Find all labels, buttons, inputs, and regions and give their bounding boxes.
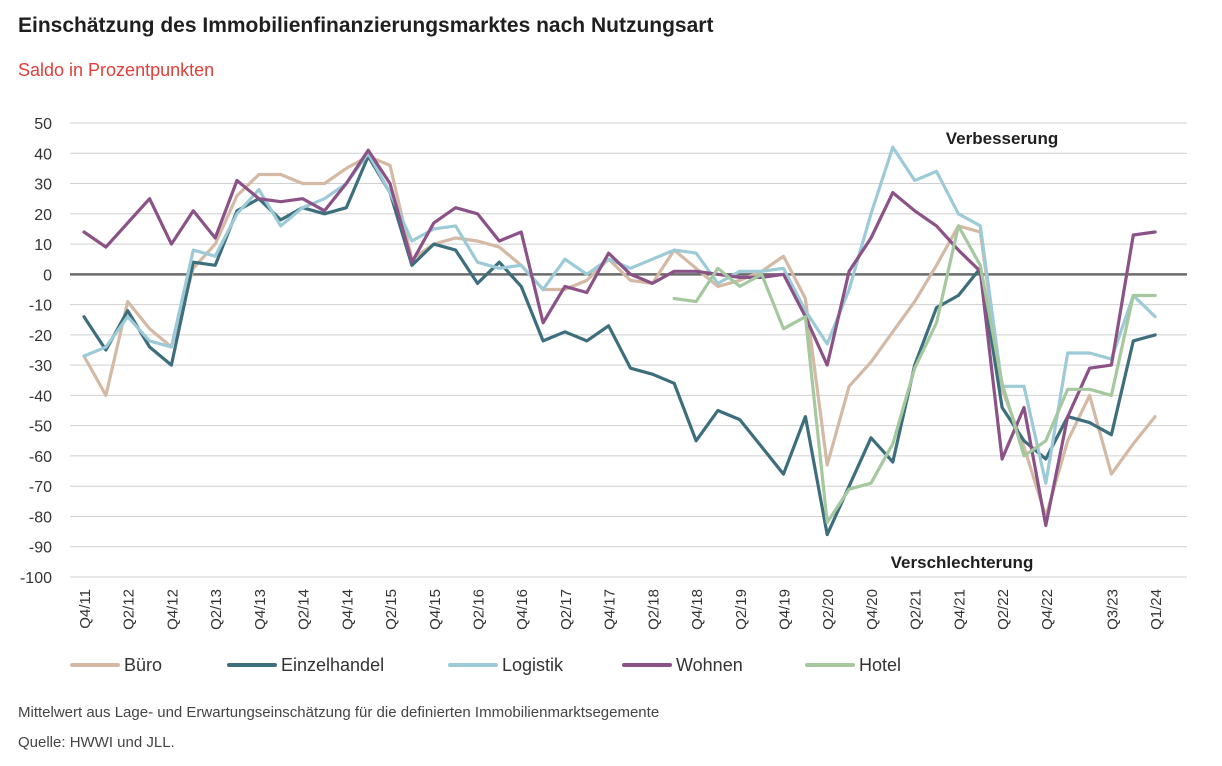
x-tick-label: Q1/24 — [1148, 589, 1165, 630]
x-tick-label: Q4/14 — [339, 589, 356, 630]
y-tick-label: 10 — [34, 237, 52, 254]
annotation-verschlechterung: Verschlechterung — [891, 553, 1034, 572]
legend-swatch — [70, 663, 120, 667]
y-tick-label: 20 — [34, 207, 52, 224]
chart-legend: Büro Einzelhandel Logistik Wohnen Hotel — [70, 652, 1170, 678]
legend-label: Wohnen — [676, 654, 743, 675]
x-tick-label: Q2/16 — [470, 589, 487, 630]
series-line-hotel — [672, 224, 1157, 525]
y-tick-label: -10 — [29, 298, 52, 315]
series-line-wohnen — [82, 148, 1157, 528]
x-tick-label: Q2/21 — [908, 589, 925, 630]
x-tick-label: Q2/20 — [820, 589, 837, 630]
legend-item-hotel: Hotel — [805, 652, 901, 678]
series-lines — [82, 145, 1157, 537]
x-tick-label: Q4/18 — [689, 589, 706, 630]
y-axis-ticks: 50 40 30 20 10 0 -10 -20 -30 -40 -50 -60 -70 -80 -90 -1… — [20, 116, 52, 587]
x-tick-label: Q4/22 — [1039, 589, 1056, 630]
x-tick-label: Q4/20 — [864, 589, 881, 630]
footnote: Mittelwert aus Lage- und Erwartungseinsc… — [18, 704, 660, 721]
y-tick-label: 40 — [34, 146, 52, 163]
x-tick-label: Q4/19 — [777, 589, 794, 630]
legend-swatch — [227, 663, 277, 667]
x-tick-label: Q4/16 — [514, 589, 531, 630]
legend-swatch — [448, 663, 498, 667]
x-tick-label: Q2/22 — [995, 589, 1012, 630]
x-tick-label: Q4/11 — [77, 589, 94, 629]
series-line-einzelhandel — [82, 154, 1157, 537]
x-tick-label: Q4/15 — [427, 589, 444, 630]
x-tick-label: Q2/13 — [208, 589, 225, 630]
y-tick-label: -100 — [20, 570, 52, 587]
x-tick-label: Q2/17 — [558, 589, 575, 630]
chart-annotations: Verbesserung Verschlechterung — [891, 129, 1059, 572]
series-line-logistik — [82, 145, 1157, 485]
y-tick-label: -50 — [29, 419, 52, 436]
series-line-büro — [82, 154, 1157, 519]
x-tick-label: Q4/21 — [951, 589, 968, 630]
legend-item-logistik: Logistik — [448, 652, 563, 678]
annotation-verbesserung: Verbesserung — [946, 129, 1058, 148]
chart-subtitle: Saldo in Prozentpunkten — [18, 60, 215, 80]
legend-swatch — [805, 663, 855, 667]
y-tick-label: -80 — [29, 509, 52, 526]
y-tick-label: 50 — [34, 116, 52, 133]
legend-label: Einzelhandel — [281, 654, 385, 675]
legend-label: Hotel — [859, 654, 902, 675]
y-tick-label: -70 — [29, 479, 52, 496]
x-tick-label: Q4/13 — [252, 589, 269, 630]
x-tick-label: Q4/17 — [602, 589, 619, 630]
legend-label: Logistik — [502, 654, 564, 675]
x-axis-ticks: Q4/11 Q2/12 Q4/12 Q2/13 Q4/13 Q2/14 Q4/14 Q2/15… — [77, 589, 1165, 630]
legend-item-büro: Büro — [70, 652, 162, 678]
x-tick-label: Q4/12 — [164, 589, 181, 630]
y-tick-label: 30 — [34, 177, 52, 194]
x-tick-label: Q2/15 — [383, 589, 400, 630]
chart-title: Einschätzung des Immobilienfinanzierungs… — [18, 14, 714, 37]
legend-label: Büro — [124, 654, 163, 675]
source-note: Quelle: HWWI und JLL. — [18, 734, 175, 751]
y-tick-label: -30 — [29, 358, 52, 375]
x-tick-label: Q2/18 — [645, 589, 662, 630]
legend-item-einzelhandel: Einzelhandel — [227, 652, 384, 678]
legend-item-wohnen: Wohnen — [622, 652, 743, 678]
x-tick-label: Q3/23 — [1104, 589, 1121, 630]
y-tick-label: 0 — [43, 267, 52, 284]
x-tick-label: Q2/19 — [733, 589, 750, 630]
x-tick-label: Q2/14 — [296, 589, 313, 630]
x-tick-label: Q2/12 — [121, 589, 138, 630]
grid-lines — [70, 122, 1187, 578]
y-tick-label: -90 — [29, 540, 52, 557]
y-tick-label: -60 — [29, 449, 52, 466]
y-tick-label: -40 — [29, 388, 52, 405]
y-tick-label: -20 — [29, 328, 52, 345]
legend-swatch — [622, 663, 672, 667]
